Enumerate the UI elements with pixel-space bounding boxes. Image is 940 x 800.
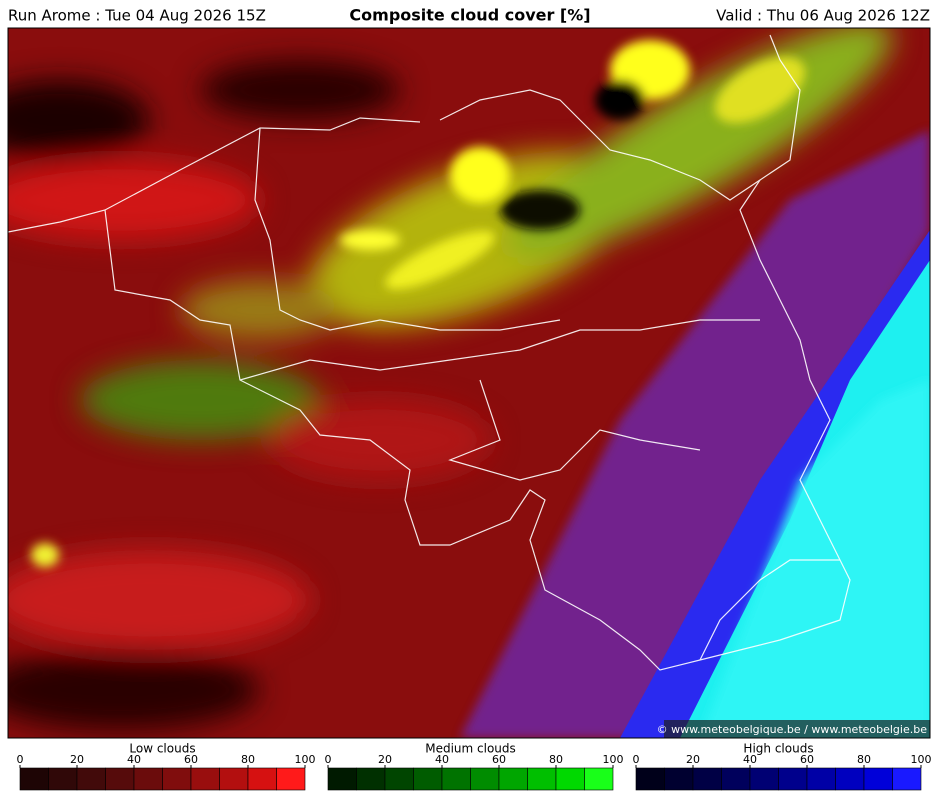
legend-tick-label: 60 [184,753,198,766]
color-swatch [527,767,557,791]
color-swatch [384,767,414,791]
color-swatch [48,767,78,791]
color-swatch [441,767,471,791]
color-swatch [635,767,665,791]
legend-tick-label: 80 [857,753,871,766]
legend-tick-label: 40 [127,753,141,766]
legend-title: High clouds [743,742,813,756]
run-label: Run Arome : Tue 04 Aug 2026 15Z [8,7,266,25]
legend-tick-label: 80 [241,753,255,766]
color-swatch [356,767,386,791]
color-swatch [721,767,751,791]
color-swatch [190,767,220,791]
color-swatch [219,767,249,791]
color-swatch [664,767,694,791]
color-swatch [76,767,106,791]
color-swatch [806,767,836,791]
credit: © www.meteobelgique.be / www.meteobelgie… [657,723,928,736]
color-swatch [162,767,192,791]
legend-title: Medium clouds [425,742,516,756]
legend-tick-label: 40 [435,753,449,766]
color-swatch [470,767,500,791]
color-swatch [413,767,443,791]
color-swatch [835,767,865,791]
cloud-map: © www.meteobelgique.be / www.meteobelgie… [8,28,930,738]
legend-tick-label: 20 [378,753,392,766]
legend-tick-label: 20 [686,753,700,766]
map-title: Composite cloud cover [%] [349,6,590,25]
legend-tick-label: 80 [549,753,563,766]
legend-tick-label: 0 [633,753,640,766]
color-swatch [692,767,722,791]
legend-tick-label: 100 [911,753,932,766]
legend-tick-label: 100 [295,753,316,766]
color-swatch [133,767,163,791]
color-swatch [863,767,893,791]
color-swatch [584,767,614,791]
color-swatch [105,767,135,791]
legend-tick-label: 100 [603,753,624,766]
color-swatch [276,767,306,791]
legend-tick-label: 60 [492,753,506,766]
color-swatch [555,767,585,791]
color-swatch [247,767,277,791]
legend-title: Low clouds [129,742,195,756]
legend-tick-label: 60 [800,753,814,766]
color-swatch [498,767,528,791]
legend-tick-label: 40 [743,753,757,766]
color-swatch [327,767,357,791]
color-swatch [749,767,779,791]
color-swatch [892,767,922,791]
map-frame [7,27,931,739]
color-swatch [778,767,808,791]
legend-tick-label: 0 [17,753,24,766]
legend-tick-label: 0 [325,753,332,766]
valid-label: Valid : Thu 06 Aug 2026 12Z [716,7,930,25]
color-swatch [19,767,49,791]
legend-tick-label: 20 [70,753,84,766]
